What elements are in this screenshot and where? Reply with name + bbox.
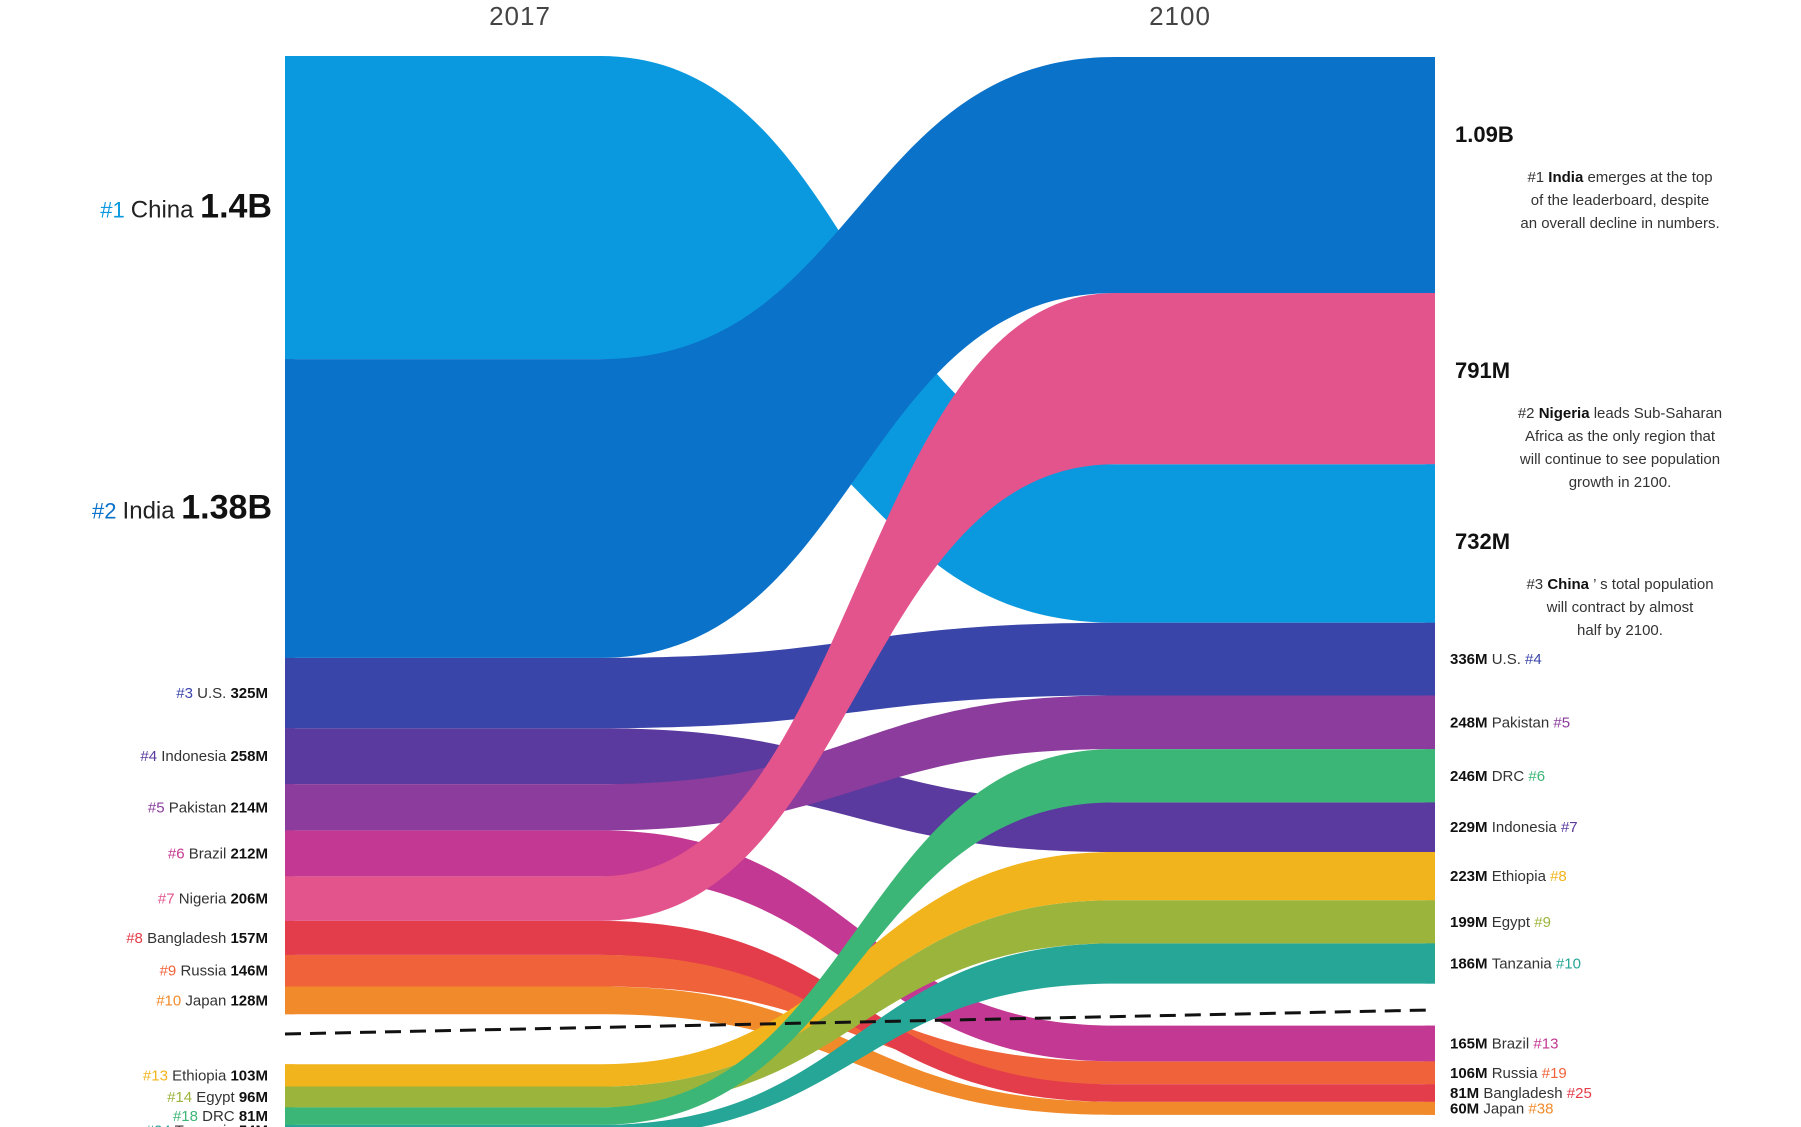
annotation-nigeria-line-1: #2 Nigeria leads Sub-Saharan [1518,405,1722,422]
annotation-india-line-1: #1 India emerges at the top [1527,169,1712,186]
bar-2100-japan [1425,1101,1435,1115]
annotation-china-line-2: will contract by almost [1546,599,1695,616]
bar-2017-japan [285,986,295,1015]
bar-2100-india [1425,57,1435,293]
top-ten-cutoff-line [284,1008,1431,1036]
label-2017-indonesia: #4 Indonesia 258M [140,748,268,765]
bar-2100-pakistan [1425,695,1435,750]
flow-drc [285,749,1435,1125]
bars-layer [285,56,1435,1127]
flows-layer [285,56,1435,1127]
year-label-2017: 2017 [489,1,551,31]
label-2017-tanzania: #24 Tanzania 54M [146,1123,268,1127]
label-2017-drc: #18 DRC 81M [173,1108,268,1125]
bar-2017-indonesia [285,728,295,785]
annotation-china-line-3: half by 2100. [1577,622,1663,639]
label-2017-brazil: #6 Brazil 212M [168,845,268,862]
flow-indonesia [285,728,1435,852]
bar-2100-indonesia [1425,802,1435,852]
label-2017-nigeria: #7 Nigeria 206M [158,891,268,908]
bar-2100-tanzania [1425,943,1435,984]
label-2017-u-s: #3 U.S. 325M [176,685,268,702]
label-2017-bangladesh: #8 Bangladesh 157M [126,930,268,947]
annotation-nigeria-line-2: Africa as the only region that [1525,428,1716,445]
flow-egypt [285,900,1435,1108]
label-2100-pakistan: 248M Pakistan #5 [1450,714,1570,731]
bar-2017-pakistan [285,784,295,831]
annotation-india-line-3: an overall decline in numbers. [1520,215,1719,232]
label-2100-brazil: 165M Brazil #13 [1450,1035,1558,1052]
value-2100-nigeria: 791M [1455,358,1510,383]
bar-2100-drc [1425,749,1435,803]
bar-2017-brazil [285,830,295,877]
flow-india [285,57,1435,658]
annotation-nigeria-line-4: growth in 2100. [1569,474,1672,491]
label-2100-tanzania: 186M Tanzania #10 [1450,955,1581,972]
bar-2017-china [285,56,295,360]
bar-2017-u-s [285,657,295,729]
label-2100-indonesia: 229M Indonesia #7 [1450,819,1578,836]
label-2017-pakistan: #5 Pakistan 214M [148,799,268,816]
label-2100-russia: 106M Russia #19 [1450,1065,1567,1082]
bar-2017-bangladesh [285,920,295,955]
labels-layer: #1 China 1.4B #2 India 1.38B #3 U.S. 325M #… [92,122,1722,1127]
bar-2100-nigeria [1425,292,1435,465]
bar-2100-egypt [1425,900,1435,944]
bar-2017-tanzania [285,1124,295,1127]
bar-2100-russia [1425,1061,1435,1085]
value-2100-china: 732M [1455,529,1510,554]
label-2017-japan: #10 Japan 128M [156,992,268,1009]
bar-2017-ethiopia [285,1064,295,1087]
label-2017-ethiopia: #13 Ethiopia 103M [143,1067,268,1084]
bar-2100-u-s [1425,622,1435,696]
label-2017-india: #2 India 1.38B [92,488,272,526]
bar-2100-bangladesh [1425,1084,1435,1102]
label-2100-drc: 246M DRC #6 [1450,768,1545,785]
label-2017-egypt: #14 Egypt 96M [167,1089,268,1106]
label-2100-ethiopia: 223M Ethiopia #8 [1450,868,1567,885]
flow-pakistan [285,695,1435,831]
label-2017-russia: #9 Russia 146M [160,963,268,980]
label-2100-egypt: 199M Egypt #9 [1450,914,1551,931]
bar-2100-ethiopia [1425,851,1435,901]
bar-2017-egypt [285,1086,295,1108]
flow-ethiopia [285,851,1435,1087]
bar-2017-russia [285,954,295,987]
label-2100-bangladesh: 81M Bangladesh #25 [1450,1085,1592,1102]
label-2017-china: #1 China 1.4B [100,188,272,226]
bar-2100-brazil [1425,1025,1435,1062]
label-2100-japan: 60M Japan #38 [1450,1100,1553,1117]
value-2100-india: 1.09B [1455,122,1514,147]
bar-2100-china [1425,464,1435,623]
annotation-nigeria-line-3: will continue to see population [1519,451,1720,468]
label-2100-u-s: 336M U.S. #4 [1450,651,1542,668]
bar-2017-drc [285,1107,295,1125]
flow-tanzania [285,943,1435,1127]
annotation-india-line-2: of the leaderboard, despite [1531,192,1709,209]
bar-2017-nigeria [285,876,295,921]
year-label-2100: 2100 [1149,1,1211,31]
flow-nigeria [285,292,1435,921]
annotation-china-line-1: #3 China ’ s total population [1526,576,1713,593]
bar-2017-india [285,359,295,658]
